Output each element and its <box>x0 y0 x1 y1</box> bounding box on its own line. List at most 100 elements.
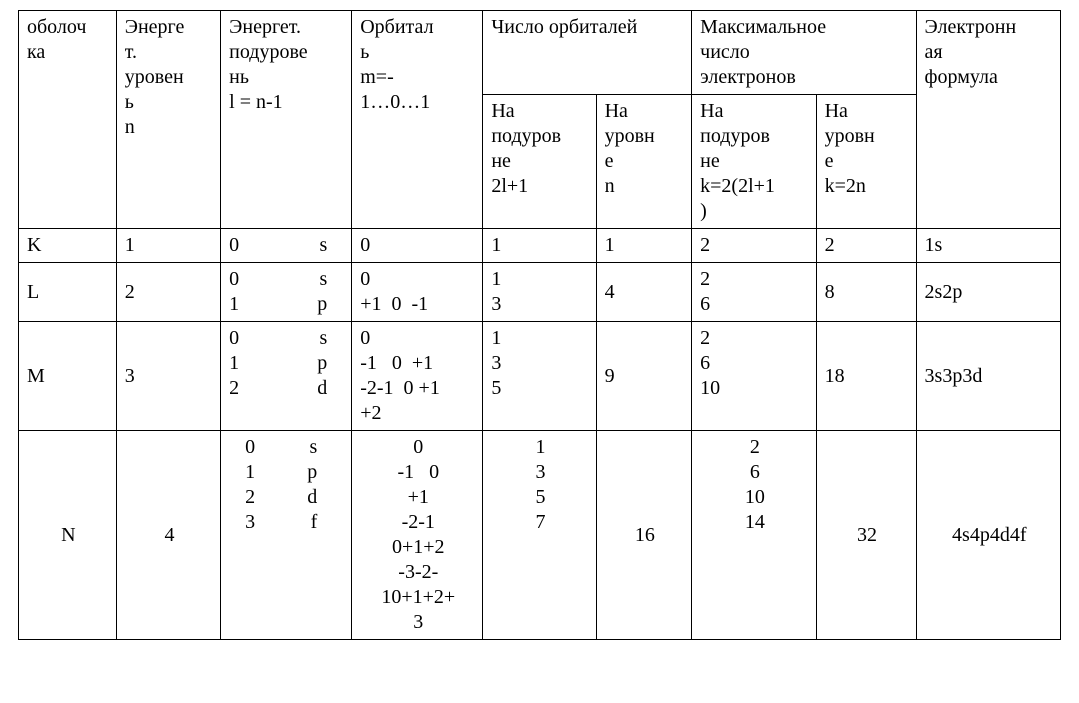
m-el-sub-2: 10 <box>700 376 809 401</box>
hdr-energy-sublevel: Энергет.подуровеньl = n-1 <box>221 11 352 229</box>
row-m: M 3 0 s 1 p 2 d 0 -1 0 +1 -2-1 0 +1 +2 1 3 … <box>19 322 1061 431</box>
m-orb-sub-2: 5 <box>491 376 589 401</box>
n-el-sub-3: 14 <box>700 510 809 535</box>
l-el-sub: 2 6 <box>692 263 816 322</box>
hdr-shell-text: оболочка <box>27 16 86 63</box>
hdr-energy-level-text: Энергет.уровеньn <box>125 16 185 138</box>
n-orb-sub-1: 3 <box>491 460 589 485</box>
l-orb-level: 4 <box>596 263 692 322</box>
m-orb-level: 9 <box>596 322 692 431</box>
m-sub-1-l: 1 <box>229 351 239 376</box>
hdr-el-sublevel-text: Наподуровнеk=2(2l+1) <box>700 100 775 222</box>
n-el-sub-1: 6 <box>700 460 809 485</box>
hdr-orb-sublevel: Наподуровне2l+1 <box>483 95 596 229</box>
m-sublevel: 0 s 1 p 2 d <box>221 322 352 431</box>
m-el-sub: 2 6 10 <box>692 322 816 431</box>
m-m: 0 -1 0 +1 -2-1 0 +1 +2 <box>352 322 483 431</box>
n-sub-3-r: f <box>311 510 318 535</box>
k-n: 1 <box>116 229 220 263</box>
m-sub-2-l: 2 <box>229 376 239 401</box>
k-formula: 1s <box>916 229 1060 263</box>
hdr-el-level: Науровнеk=2n <box>816 95 916 229</box>
k-el-sub: 2 <box>692 229 816 263</box>
m-n: 3 <box>116 322 220 431</box>
header-row-1: оболочка Энергет.уровеньn Энергет.подуро… <box>19 11 1061 95</box>
n-m-0: 0 <box>360 435 476 460</box>
n-m: 0 -1 0 +1 -2-1 0+1+2 -3-2- 10+1+2+ 3 <box>352 431 483 640</box>
l-m: 0 +1 0 -1 <box>352 263 483 322</box>
hdr-orbital: Орбитальm=-1…0…1 <box>352 11 483 229</box>
m-sub-0-r: s <box>319 326 327 351</box>
k-orb-level: 1 <box>596 229 692 263</box>
m-shell: M <box>19 322 117 431</box>
hdr-orbital-text: Орбитальm=-1…0…1 <box>360 16 433 113</box>
k-sub-0-l: 0 <box>229 233 239 258</box>
n-m-7: 3 <box>360 610 476 635</box>
n-orb-sub-2: 5 <box>491 485 589 510</box>
m-sub-1-r: p <box>317 351 327 376</box>
hdr-orb-level: Науровнеn <box>596 95 692 229</box>
l-m-1: +1 0 -1 <box>360 292 476 317</box>
n-shell: N <box>19 431 117 640</box>
n-sub-2-l: 2 <box>245 485 255 510</box>
l-orb-sub: 1 3 <box>483 263 596 322</box>
n-el-sub: 2 6 10 14 <box>692 431 816 640</box>
n-sub-1-r: p <box>307 460 317 485</box>
hdr-orb-sublevel-text: Наподуровне2l+1 <box>491 100 561 197</box>
n-m-4: 0+1+2 <box>360 535 476 560</box>
m-orb-sub: 1 3 5 <box>483 322 596 431</box>
m-sub-2-r: d <box>317 376 327 401</box>
hdr-orbital-count-group: Число орбиталей <box>483 11 692 95</box>
row-l: L 2 0s 1p 0 +1 0 -1 1 3 4 2 6 8 2s2p <box>19 263 1061 322</box>
hdr-shell: оболочка <box>19 11 117 229</box>
n-orb-sub: 1 3 5 7 <box>483 431 596 640</box>
n-sublevel: 0s 1p 2d 3f <box>221 431 352 640</box>
n-orb-level: 16 <box>596 431 692 640</box>
l-sub-0-l: 0 <box>229 267 239 292</box>
n-el-sub-0: 2 <box>700 435 809 460</box>
n-m-1: -1 0 <box>360 460 476 485</box>
n-m-5: -3-2- <box>360 560 476 585</box>
l-orb-sub-1: 3 <box>491 292 589 317</box>
row-n: N 4 0s 1p 2d 3f 0 -1 0 +1 -2-1 0+1+2 -3-… <box>19 431 1061 640</box>
l-n: 2 <box>116 263 220 322</box>
hdr-formula: Электроннаяформула <box>916 11 1060 229</box>
k-m-0: 0 <box>360 233 476 258</box>
k-el-sub-0: 2 <box>700 233 809 258</box>
electron-table: оболочка Энергет.уровеньn Энергет.подуро… <box>18 10 1061 640</box>
n-m-6: 10+1+2+ <box>360 585 476 610</box>
n-el-level: 32 <box>816 431 916 640</box>
hdr-max-electrons-group-text: Максимальноечислоэлектронов <box>700 16 826 88</box>
k-orb-sub: 1 <box>483 229 596 263</box>
m-sub-0-l: 0 <box>229 326 239 351</box>
m-m-3: +2 <box>360 401 476 426</box>
l-sub-0-r: s <box>319 267 327 292</box>
m-m-1: -1 0 +1 <box>360 351 476 376</box>
n-formula: 4s4p4d4f <box>916 431 1060 640</box>
k-orb-sub-0: 1 <box>491 233 589 258</box>
hdr-formula-text: Электроннаяформула <box>925 16 1017 88</box>
m-orb-sub-0: 1 <box>491 326 589 351</box>
n-sub-0-l: 0 <box>245 435 255 460</box>
n-sub-0-r: s <box>309 435 317 460</box>
m-el-sub-1: 6 <box>700 351 809 376</box>
n-el-sub-2: 10 <box>700 485 809 510</box>
l-sub-1-l: 1 <box>229 292 239 317</box>
n-sub-3-l: 3 <box>245 510 255 535</box>
k-shell: K <box>19 229 117 263</box>
hdr-energy-sublevel-text: Энергет.подуровеньl = n-1 <box>229 16 308 113</box>
m-orb-sub-1: 3 <box>491 351 589 376</box>
hdr-max-electrons-group: Максимальноечислоэлектронов <box>692 11 916 95</box>
l-el-level: 8 <box>816 263 916 322</box>
k-sub-0-r: s <box>319 233 327 258</box>
m-el-level: 18 <box>816 322 916 431</box>
m-m-0: 0 <box>360 326 476 351</box>
m-el-sub-0: 2 <box>700 326 809 351</box>
row-k: K 1 0 s 0 1 1 2 2 1s <box>19 229 1061 263</box>
k-el-level: 2 <box>816 229 916 263</box>
m-formula: 3s3p3d <box>916 322 1060 431</box>
hdr-orb-level-text: Науровнеn <box>605 100 655 197</box>
l-orb-sub-0: 1 <box>491 267 589 292</box>
m-m-2: -2-1 0 +1 <box>360 376 476 401</box>
hdr-energy-level: Энергет.уровеньn <box>116 11 220 229</box>
